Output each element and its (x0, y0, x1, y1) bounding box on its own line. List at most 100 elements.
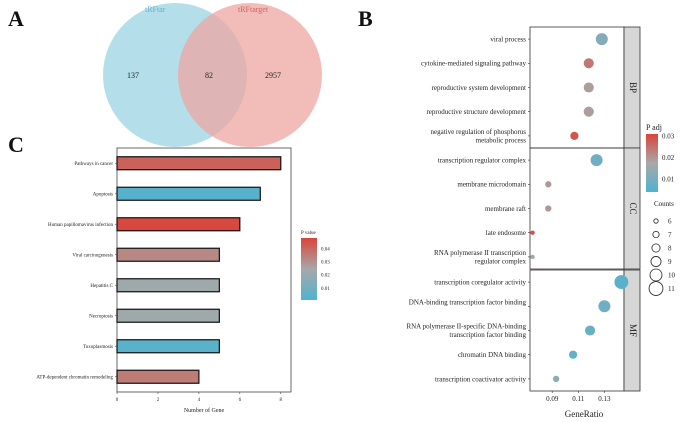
panel-letter-b: B (358, 6, 373, 31)
dot-x-tick-label: 0.13 (598, 395, 611, 403)
dot-term-label-line: negative regulation of phosphorus (431, 128, 527, 136)
dot-0-2 (583, 82, 594, 93)
bar-category-label: ATP-dependent chromatin remodeling (36, 376, 113, 381)
dot-0-3 (583, 106, 594, 117)
bar-legend-ticks: 0.04 0.03 0.02 0.01 (317, 247, 330, 292)
dot-2-2 (585, 325, 596, 336)
venn-overlap-count: 82 (205, 71, 213, 80)
bar-x-tick-label: 0 (116, 398, 119, 403)
dot-1-1 (545, 181, 552, 188)
venn-left-count: 137 (127, 71, 139, 80)
dot-term-label: transcription regulator complex (438, 157, 527, 165)
counts-legend-label: 7 (668, 231, 672, 239)
bar-0 (116, 156, 282, 171)
counts-legend-label: 10 (668, 271, 676, 279)
facet-strip (623, 147, 641, 270)
venn-left-label: tRFtar (145, 5, 166, 14)
facet-frame (529, 269, 625, 392)
dot-term-label: DNA-binding transcription factor binding (409, 298, 527, 306)
bar-4 (116, 278, 220, 293)
padj-legend-title: P adj (646, 123, 662, 132)
facet-label: CC (628, 202, 638, 214)
counts-legend-circle (648, 281, 664, 296)
bar-7 (116, 369, 200, 384)
counts-legend-label: 11 (668, 285, 675, 293)
dot-term-label-line: regulator complex (475, 257, 527, 265)
venn-right-label: tRFtarget (238, 5, 269, 14)
counts-legend: 6 7 8 9 10 11 (648, 217, 676, 296)
dot-2-1 (598, 300, 611, 313)
bar-3 (116, 247, 220, 262)
padj-legend-colorbar (646, 134, 658, 192)
bar-marks: Pathways in cancer Apoptosis Human papillo… (36, 156, 282, 384)
dot-x-ticks: 0.09 0.11 0.13 (546, 391, 611, 403)
bar-category-label: Necroptosis (89, 315, 113, 320)
bar-legend-title: P value (301, 231, 316, 236)
dot-term-label: RNA polymerase II transcription regulator… (434, 249, 526, 266)
dot-term-label: viral process (490, 36, 526, 44)
counts-legend-label: 9 (668, 258, 672, 266)
facet-frame (529, 26, 625, 149)
dot-term-label-line: transcription factor binding (449, 331, 526, 339)
dot-1-3 (530, 230, 535, 235)
dot-term-label: chromatin DNA binding (458, 351, 527, 359)
dot-chart: BP viral process cytokine-mediated signali… (406, 26, 676, 419)
counts-legend-label: 6 (668, 217, 672, 225)
dot-0-4 (570, 131, 579, 140)
dot-term-label-line: RNA polymerase II transcription (434, 249, 526, 257)
facet-label: BP (628, 82, 638, 93)
bar-legend-tick-label: 0.03 (321, 261, 330, 266)
dot-0-0 (595, 33, 608, 46)
bar-x-tick-label: 4 (198, 398, 201, 403)
bar-category-label: Pathways in cancer (74, 162, 113, 167)
dot-1-2 (545, 205, 552, 212)
dot-1-4 (530, 254, 535, 260)
bar-legend-tick-label: 0.04 (321, 247, 330, 252)
facet-label: MF (628, 324, 638, 337)
facet-strip (623, 269, 641, 392)
venn-diagram: tRFtar tRFtarget 137 82 2957 (103, 3, 322, 147)
panel-letter-a: A (8, 6, 24, 31)
bar-1 (116, 186, 261, 201)
dot-term-label: membrane raft (485, 205, 526, 213)
counts-legend-circle (649, 268, 663, 282)
dot-term-label: membrane microdomain (457, 181, 526, 189)
padj-legend-tick-label: 0.02 (662, 154, 675, 162)
bar-legend-tick-label: 0.02 (321, 274, 330, 279)
dot-x-tick-label: 0.11 (572, 395, 584, 403)
venn-circle-right (178, 3, 322, 147)
dot-term-label-line: DNA-binding transcription factor binding (409, 298, 527, 306)
padj-legend-ticks: 0.03 0.02 0.01 (658, 133, 675, 184)
padj-legend-tick-label: 0.03 (662, 133, 675, 141)
dot-term-label-line: metabolic process (476, 136, 527, 144)
dot-2-4 (552, 375, 560, 383)
counts-legend-circle (652, 230, 660, 239)
dot-term-label: reproductive system development (432, 84, 527, 92)
bar-x-axis-label: Number of Gene (184, 407, 225, 414)
dot-term-label: reproductive structure development (426, 108, 526, 116)
venn-right-count: 2957 (265, 71, 281, 80)
dot-term-label: late endosome (486, 229, 526, 237)
dot-facets: BP viral process cytokine-mediated signali… (406, 26, 641, 392)
bar-category-label: Viral carcinogenesis (72, 254, 113, 259)
bar-category-label: Hepatitis C (90, 284, 113, 289)
dot-term-label: transcription coregulator activity (434, 279, 526, 287)
counts-legend-title: Counts (654, 200, 674, 208)
bar-x-tick-label: 8 (280, 398, 283, 403)
bar-6 (116, 339, 220, 354)
dot-0-1 (583, 58, 594, 69)
bar-5 (116, 308, 220, 323)
padj-legend-tick-label: 0.01 (662, 176, 675, 184)
bar-legend-colorbar (301, 238, 317, 300)
counts-legend-label: 8 (668, 244, 672, 252)
counts-legend-circle (650, 256, 662, 267)
bar-x-tick-label: 6 (239, 398, 242, 403)
dot-2-3 (568, 350, 578, 359)
bar-2 (116, 217, 241, 232)
dot-term-label-line: RNA polymerase II-specific DNA-binding (406, 323, 526, 331)
counts-legend-circle (653, 218, 659, 224)
bar-category-label: Human papillomavirus infection (48, 223, 113, 228)
bar-plot-frame (116, 147, 292, 393)
dot-2-0 (614, 275, 629, 290)
